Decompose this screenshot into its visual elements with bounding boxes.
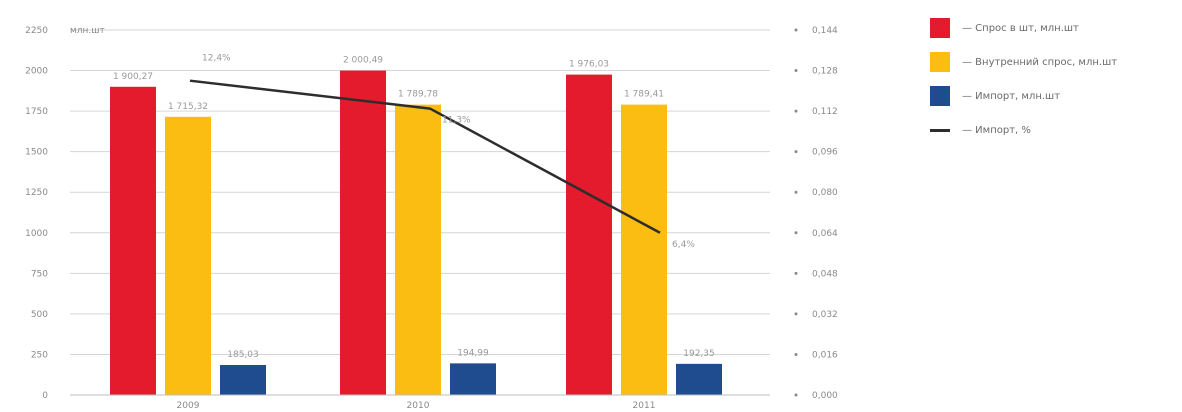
x-tick-label: 2009 [177,401,200,411]
y2-tick-mark [794,271,798,275]
y2-tick-mark [794,231,798,235]
line-data-label: 11,3% [442,116,471,126]
line-series [189,79,661,234]
data-label: 1 976,03 [569,60,609,70]
legend-label: — Импорт, % [962,124,1031,136]
y2-tick-mark [794,28,798,32]
y2-tick-label: 0,096 [812,148,838,158]
y2-tick-label: 0,080 [812,188,838,198]
y2-tick-mark [794,190,798,194]
legend-item: — Импорт, % [930,120,1175,140]
y-tick-label: 0 [42,391,48,401]
y2-tick-mark [794,150,798,154]
y-tick-label: 750 [31,269,48,279]
data-label: 192,35 [683,349,715,359]
y2-tick-label: 0,000 [812,391,838,401]
y-tick-label: 250 [31,350,48,360]
bar [676,363,722,395]
y2-tick-label: 0,048 [812,269,838,279]
bar [110,86,156,396]
bar [621,104,667,395]
y2-tick-mark [794,352,798,356]
legend-item: — Импорт, млн.шт [930,86,1175,106]
combo-chart: 0 250 500 750 1000 1250 1500 1750 2000 2250 млн.шт… [25,26,838,411]
legend: — Спрос в шт, млн.шт — Внутренний спрос, … [930,18,1175,154]
legend-label: — Внутренний спрос, млн.шт [962,56,1118,68]
y-tick-label: 1000 [25,229,48,239]
legend-swatch [930,86,950,106]
y-tick-label: 2250 [25,26,48,36]
y2-tick-label: 0,128 [812,67,838,77]
legend-item: — Спрос в шт, млн.шт [930,18,1175,38]
x-tick-label: 2011 [633,401,656,411]
data-label: 1 789,41 [624,90,664,100]
y2-tick-label: 0,064 [812,229,838,239]
y-tick-label: 500 [31,310,48,320]
y2-tick-mark [794,109,798,113]
bar [395,104,441,395]
data-label: 2 000,49 [343,56,383,66]
y2-tick-mark [794,393,798,397]
legend-label: — Импорт, млн.шт [962,90,1061,102]
line-data-label: 6,4% [672,240,695,250]
x-tick-label: 2010 [407,401,430,411]
legend-item: — Внутренний спрос, млн.шт [930,52,1175,72]
bar [566,74,612,395]
y-tick-label: 1750 [25,107,48,117]
y2-tick-label: 0,032 [812,310,838,320]
y-tick-label: 2000 [25,67,48,77]
y2-tick-label: 0,016 [812,350,838,360]
y-tick-label: 1250 [25,188,48,198]
legend-swatch [930,52,950,72]
legend-swatch [930,18,950,38]
bar [450,363,496,395]
y2-tick-mark [794,312,798,316]
legend-label: — Спрос в шт, млн.шт [962,22,1079,34]
bar [165,116,211,396]
legend-swatch [930,128,950,132]
data-label: 1 715,32 [168,102,208,112]
y2-tick-label: 0,112 [812,107,838,117]
line-data-label: 12,4% [202,54,231,64]
data-label: 194,99 [457,348,489,358]
y2-tick-label: 0,144 [812,26,838,36]
data-label: 1 900,27 [113,72,153,82]
y-unit-label: млн.шт [70,26,105,36]
y-tick-label: 1500 [25,148,48,158]
bar [340,70,386,396]
data-label: 1 789,78 [398,90,438,100]
y2-tick-mark [794,69,798,73]
bar [220,364,266,395]
data-label: 185,03 [227,350,259,360]
